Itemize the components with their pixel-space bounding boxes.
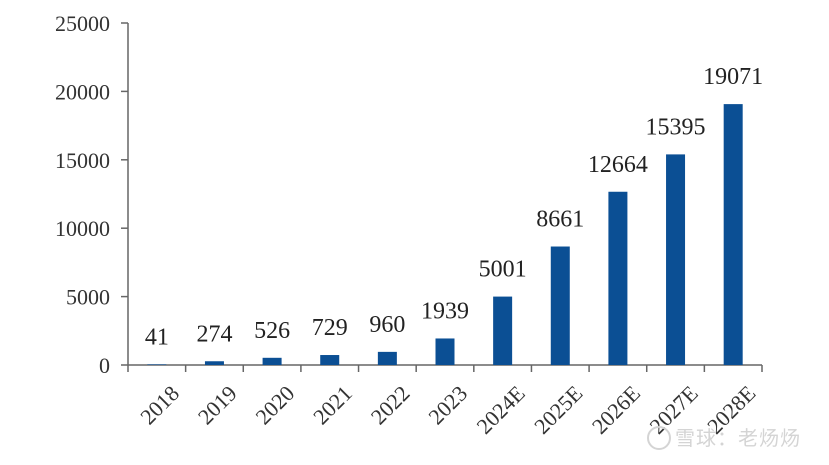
watermark: 雪球：老炀炀 [647, 422, 801, 451]
x-tick-label: 2026E [587, 381, 645, 439]
snowball-logo-icon [647, 426, 671, 450]
data-label-2019: 274 [196, 321, 232, 347]
bar-2018 [147, 364, 167, 365]
y-tick-label: 20000 [55, 79, 110, 104]
data-label-2018: 41 [145, 324, 169, 350]
bar-2019 [204, 361, 224, 365]
bar-2023 [435, 338, 455, 365]
bar-2021 [320, 355, 340, 365]
x-tick-label: 2019 [193, 381, 242, 430]
bar-2022 [377, 351, 397, 365]
data-label-2020: 526 [254, 318, 290, 344]
data-label-2024e: 5001 [479, 257, 527, 283]
data-label-2022: 960 [369, 312, 405, 338]
x-tick-label: 2023 [423, 381, 472, 430]
bar-2020 [262, 357, 282, 365]
bar-2026e [608, 191, 628, 365]
bar-2025e [550, 246, 570, 365]
y-tick-label: 25000 [55, 11, 110, 36]
watermark-text: 雪球：老炀炀 [675, 426, 801, 450]
data-label-2028e: 19071 [703, 64, 763, 90]
bar-2027e [666, 154, 686, 365]
y-tick-label: 5000 [66, 285, 110, 310]
bar-2028e [723, 104, 743, 366]
x-tick-label: 2020 [251, 381, 300, 430]
data-labels: 41 274 526 729 960 1939 5001 8661 12664 15395 1907… [145, 64, 763, 350]
y-tick-label: 15000 [55, 148, 110, 173]
x-tick-label: 2024E [472, 381, 530, 439]
x-tick-label: 2025E [529, 381, 587, 439]
x-tick-label: 2021 [308, 381, 357, 430]
y-tick-label: 0 [99, 353, 110, 378]
bars [147, 104, 743, 366]
data-label-2027e: 15395 [646, 114, 706, 140]
data-label-2023: 1939 [421, 298, 469, 324]
data-label-2026e: 12664 [588, 152, 648, 178]
x-tick-label: 2022 [366, 381, 415, 430]
data-label-2025e: 8661 [536, 207, 584, 233]
y-axis: 0 5000 10000 15000 20000 25000 [55, 11, 129, 378]
bar-2024e [493, 296, 513, 365]
data-label-2021: 729 [312, 315, 348, 341]
x-tick-label: 2018 [135, 381, 184, 430]
y-tick-label: 10000 [55, 216, 110, 241]
